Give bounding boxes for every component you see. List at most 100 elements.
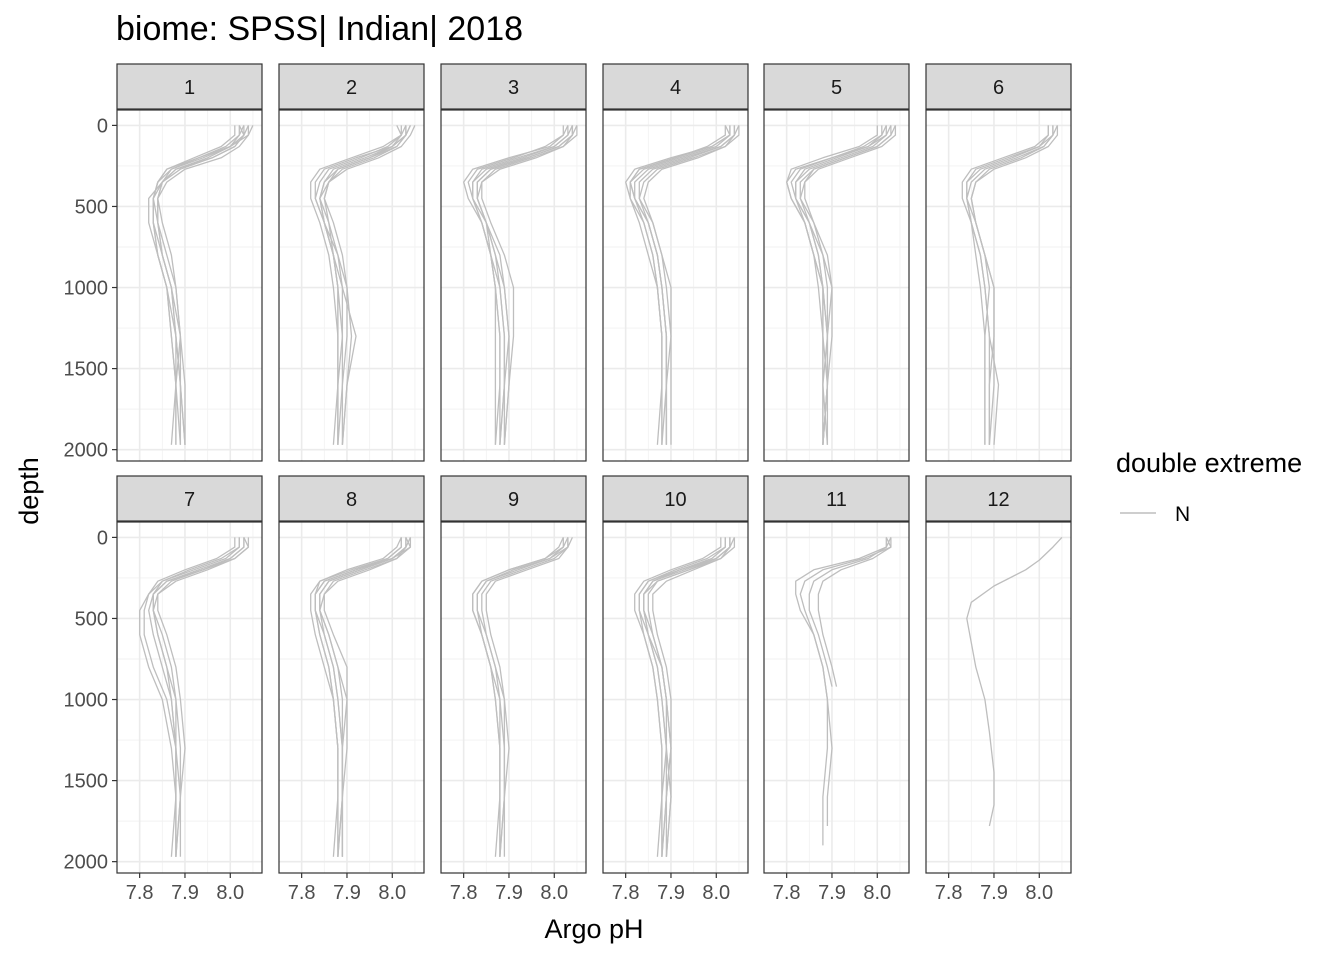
ph-profile-line	[485, 537, 569, 857]
ph-profile-line	[152, 537, 250, 857]
facet-strip	[925, 63, 1072, 110]
facet-strip	[440, 475, 587, 522]
x-tick-label: 7.8	[288, 882, 316, 904]
ph-profile-line	[472, 125, 569, 445]
facet-panel-4: 4	[602, 63, 749, 462]
panel-border	[925, 109, 1072, 462]
x-tick-label: 7.9	[171, 882, 199, 904]
panel-background	[603, 110, 748, 461]
facet-strip	[278, 475, 425, 522]
panel-border	[763, 521, 910, 874]
panel-border	[278, 521, 425, 874]
legend-label-n: N	[1175, 503, 1190, 526]
x-tick-label: 8.0	[378, 882, 406, 904]
panel-border	[763, 109, 910, 462]
ph-profile-line	[157, 125, 245, 445]
x-axis-title: Argo pH	[544, 914, 643, 944]
facet-panel-12: 12	[925, 475, 1072, 874]
ph-profile-line	[970, 125, 1058, 445]
facet-strip	[278, 63, 425, 110]
facet-strip-label: 2	[346, 77, 357, 99]
ph-profile-line	[472, 537, 564, 857]
ph-profile-line	[481, 125, 578, 445]
ph-profile-line	[476, 125, 574, 445]
facet-strip	[440, 63, 587, 110]
panel-background	[279, 110, 424, 461]
y-axes: 0 500 1000 1500 2000 0 500 1000 1500 2000	[64, 115, 117, 874]
y-tick-label: 0	[97, 527, 108, 549]
facet-strip-label: 6	[993, 77, 1004, 99]
panel-background	[441, 522, 586, 873]
facet-strip-label: 1	[184, 77, 195, 99]
facet-strip-label: 11	[826, 489, 847, 511]
ph-profile-line	[643, 537, 731, 857]
facet-panel-7: 7	[116, 475, 263, 874]
ph-profile-line	[786, 125, 887, 445]
facet-panel-10: 10	[602, 475, 749, 874]
x-tick-label: 7.8	[773, 882, 801, 904]
x-tick-label: 8.0	[540, 882, 568, 904]
facet-strip-label: 10	[664, 489, 686, 511]
x-tick-label: 8.0	[863, 882, 891, 904]
facet-strip	[116, 63, 263, 110]
ph-profile-line	[157, 537, 245, 857]
ph-profile-line	[804, 125, 896, 445]
panel-border	[440, 109, 587, 462]
ph-profile-line	[643, 125, 740, 445]
legend: double extreme N	[1116, 448, 1302, 526]
x-tick-label: 7.8	[450, 882, 478, 904]
panel-border	[602, 109, 749, 462]
panel-background	[926, 522, 1071, 873]
facet-strip-label: 12	[987, 489, 1009, 511]
ph-profile-line	[966, 536, 1063, 827]
facet-strip	[925, 475, 1072, 522]
x-tick-label: 7.9	[818, 882, 846, 904]
panel-border	[116, 109, 263, 462]
facet-panel-3: 3	[440, 63, 587, 462]
facet-panel-1: 1	[116, 63, 263, 462]
panel-border	[925, 521, 1072, 874]
y-tick-label: 1000	[64, 278, 109, 300]
ph-profile-line	[638, 125, 736, 445]
panel-border	[602, 521, 749, 874]
x-tick-label: 7.9	[657, 882, 685, 904]
ph-profile-line	[647, 537, 735, 857]
x-tick-label: 7.8	[126, 882, 154, 904]
y-tick-label: 1500	[64, 359, 109, 381]
facet-strip	[602, 475, 749, 522]
y-axis-title: depth	[14, 457, 44, 525]
facet-strip	[763, 63, 910, 110]
ph-profile-line	[319, 537, 412, 857]
x-tick-label: 7.9	[980, 882, 1008, 904]
facet-strip-label: 4	[670, 77, 681, 99]
x-tick-label: 7.8	[612, 882, 640, 904]
facet-strip-label: 7	[184, 489, 195, 511]
panel-background	[279, 522, 424, 873]
facet-panel-2: 2	[278, 63, 425, 462]
ph-profile-line	[148, 125, 245, 445]
chart-title: biome: SPSS| Indian| 2018	[116, 10, 523, 48]
ph-profile-line	[476, 537, 569, 857]
facet-strip	[763, 475, 910, 522]
panel-border	[116, 521, 263, 874]
ph-profile-line	[314, 125, 402, 445]
facet-panel-6: 6	[925, 63, 1072, 462]
ph-profile-line	[799, 537, 892, 826]
ph-profile-line	[323, 125, 407, 445]
x-tick-label: 7.9	[495, 882, 523, 904]
panel-border	[440, 521, 587, 874]
y-tick-label: 2000	[64, 852, 109, 874]
x-tick-label: 8.0	[702, 882, 730, 904]
panel-background	[117, 522, 262, 873]
ph-profile-line	[795, 537, 887, 846]
panel-background	[117, 110, 262, 461]
facet-strip	[116, 475, 263, 522]
y-tick-label: 2000	[64, 440, 109, 462]
x-axes: 7.8 7.9 8.0 7.8 7.9 8.0 7.8 7.9 8.0 7.8 7.9 8.0 7.8 7…	[126, 873, 1053, 904]
y-tick-label: 0	[97, 115, 108, 137]
panel-background	[603, 522, 748, 873]
ph-profile-line	[139, 537, 240, 857]
panel-border	[278, 109, 425, 462]
x-tick-label: 8.0	[216, 882, 244, 904]
y-tick-label: 500	[75, 608, 108, 630]
